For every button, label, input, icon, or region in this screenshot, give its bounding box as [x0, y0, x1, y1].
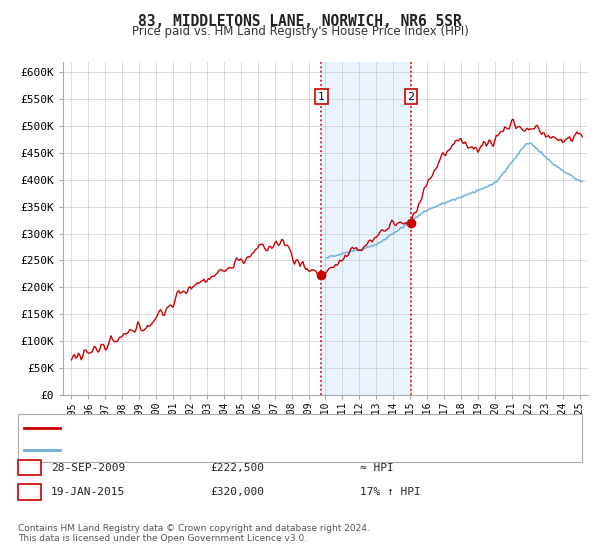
Bar [321, 62, 411, 395]
Text: 83, MIDDLETONS LANE, NORWICH, NR6 5SR (detached house): 83, MIDDLETONS LANE, NORWICH, NR6 5SR (d… [66, 423, 404, 433]
Text: 2: 2 [26, 487, 33, 497]
Text: 19-JAN-2015: 19-JAN-2015 [51, 487, 125, 497]
Text: 1: 1 [26, 463, 33, 473]
Text: HPI: Average price, detached house, Broadland: HPI: Average price, detached house, Broa… [66, 445, 347, 455]
Text: 83, MIDDLETONS LANE, NORWICH, NR6 5SR: 83, MIDDLETONS LANE, NORWICH, NR6 5SR [138, 14, 462, 29]
Text: Contains HM Land Registry data © Crown copyright and database right 2024.
This d: Contains HM Land Registry data © Crown c… [18, 524, 370, 543]
Text: £320,000: £320,000 [210, 487, 264, 497]
Text: 17% ↑ HPI: 17% ↑ HPI [360, 487, 421, 497]
Text: 2: 2 [407, 91, 415, 101]
Text: 1: 1 [318, 91, 325, 101]
Text: £222,500: £222,500 [210, 463, 264, 473]
Text: 28-SEP-2009: 28-SEP-2009 [51, 463, 125, 473]
Text: Price paid vs. HM Land Registry's House Price Index (HPI): Price paid vs. HM Land Registry's House … [131, 25, 469, 38]
Text: ≈ HPI: ≈ HPI [360, 463, 394, 473]
